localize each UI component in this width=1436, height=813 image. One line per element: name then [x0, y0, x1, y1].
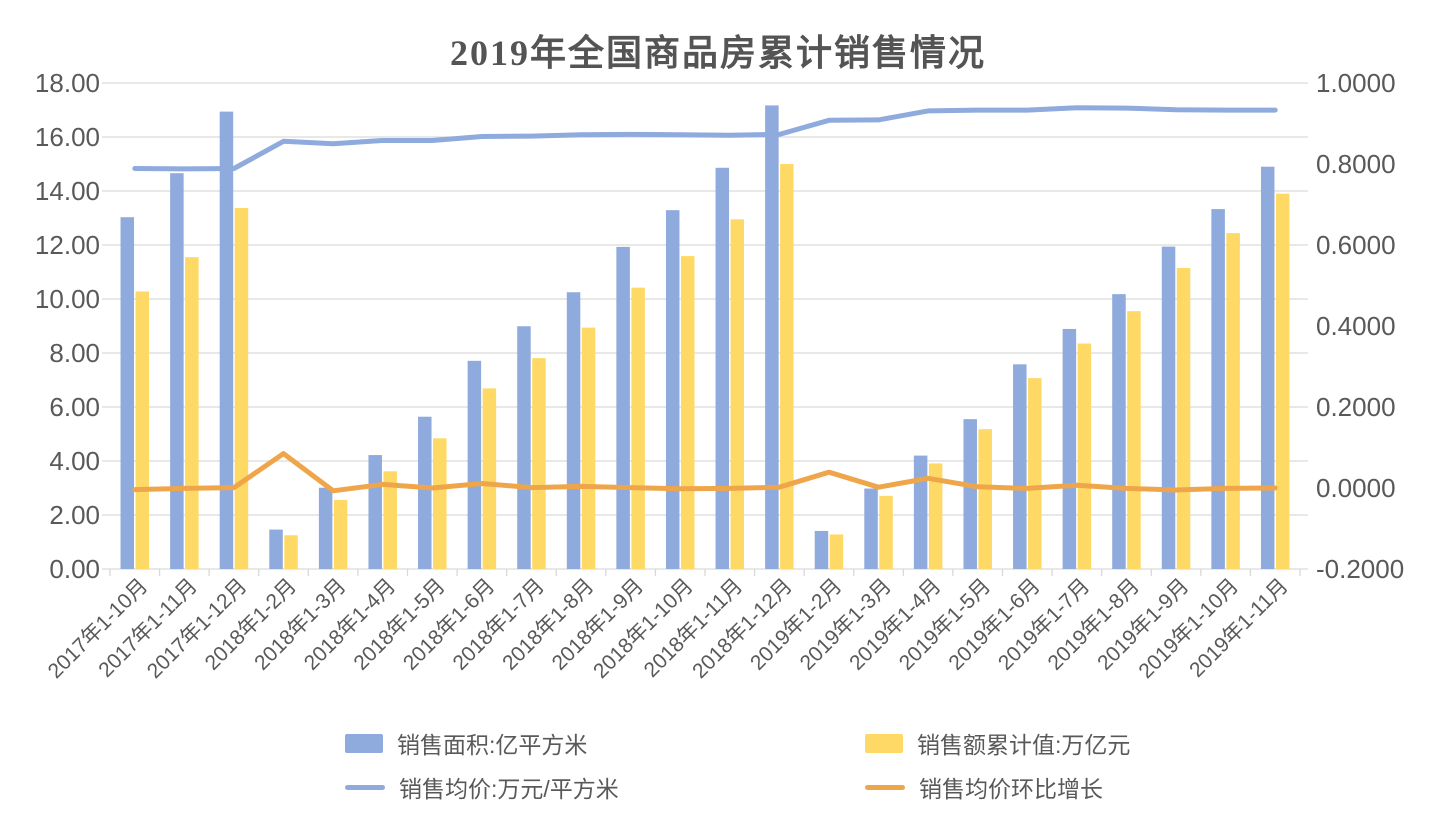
left-axis-tick-label: 12.00 — [35, 230, 100, 260]
legend-label: 销售面积:亿平方米 — [397, 732, 588, 758]
bar-sales-area — [318, 487, 333, 569]
bar-sales-value — [730, 219, 745, 569]
bar-sales-area — [120, 217, 135, 569]
bar-sales-value — [780, 164, 794, 569]
bar-sales-value — [978, 429, 992, 569]
bar-sales-value — [185, 257, 199, 569]
bar-sales-value — [631, 287, 645, 569]
right-axis-tick-label: -0.2000 — [1316, 554, 1404, 584]
bar-sales-area — [418, 416, 432, 569]
left-axis-tick-label: 4.00 — [49, 446, 100, 476]
bar-sales-value — [433, 438, 447, 569]
bar-sales-area — [170, 173, 184, 569]
left-axis-tick-label: 14.00 — [35, 176, 100, 206]
bar-sales-area — [765, 105, 779, 569]
bar-sales-area — [467, 360, 482, 569]
bar-sales-value — [1275, 193, 1290, 569]
legend-item-sales-area: 销售面积:亿平方米 — [345, 726, 865, 760]
legend-item-sales-value: 销售额累计值:万亿元 — [865, 726, 1130, 760]
right-axis-tick-label: 0.0000 — [1316, 473, 1396, 503]
bar-sales-area — [665, 210, 680, 570]
bar-sales-value — [581, 327, 596, 569]
bar-sales-area — [864, 488, 878, 569]
bar-sales-area — [715, 167, 730, 569]
bar-sales-area — [814, 530, 829, 569]
bar-sales-value — [333, 499, 348, 569]
right-axis-tick-label: 0.8000 — [1316, 149, 1396, 179]
bar-sales-value — [135, 291, 150, 569]
bar-sales-value — [1127, 311, 1141, 569]
left-axis-tick-label: 8.00 — [49, 338, 100, 368]
bar-sales-area — [1112, 294, 1126, 569]
legend-marker-yellow-bar — [865, 733, 903, 753]
bar-sales-value — [829, 534, 844, 569]
right-axis-tick-label: 0.6000 — [1316, 230, 1396, 260]
bar-sales-area — [616, 246, 630, 569]
bar-sales-value — [482, 388, 497, 569]
bar-sales-value — [1077, 343, 1092, 569]
legend-item-price-mom-growth: 销售均价环比增长 — [865, 770, 1130, 804]
bar-sales-value — [879, 495, 893, 569]
bar-sales-area — [1211, 209, 1225, 569]
right-axis-tick-label: 0.4000 — [1316, 311, 1396, 341]
bar-sales-value — [284, 535, 298, 569]
left-axis-tick-label: 6.00 — [49, 392, 100, 422]
bar-sales-value — [1226, 233, 1240, 569]
bar-sales-area — [963, 419, 977, 569]
legend: 销售面积:亿平方米 销售额累计值:万亿元 销售均价:万元/平方米 销售均价环比增… — [345, 726, 1130, 804]
legend-label: 销售均价环比增长 — [919, 776, 1103, 802]
bar-sales-value — [1028, 378, 1042, 569]
bar-sales-area — [566, 292, 581, 569]
bar-sales-area — [1062, 328, 1077, 569]
legend-item-avg-price: 销售均价:万元/平方米 — [345, 770, 865, 804]
line-price-mom-growth — [132, 451, 1278, 494]
bar-sales-value — [383, 471, 397, 569]
legend-marker-orange-line — [865, 784, 905, 790]
left-axis-tick-label: 18.00 — [35, 68, 100, 98]
left-axis-tick-label: 2.00 — [49, 500, 100, 530]
bar-sales-value — [680, 256, 695, 569]
chart-title: 2019年全国商品房累计销售情况 — [449, 33, 986, 73]
legend-marker-blue-line — [345, 784, 385, 790]
left-axis-tick-label: 0.00 — [49, 554, 100, 584]
bar-sales-area — [368, 455, 382, 569]
bar-sales-area — [517, 326, 531, 569]
right-axis-tick-label: 0.2000 — [1316, 392, 1396, 422]
bar-sales-area — [913, 455, 928, 569]
right-axis-tick-label: 1.0000 — [1316, 68, 1396, 98]
bar-sales-area — [1161, 246, 1176, 569]
line-avg-price — [132, 105, 1278, 172]
legend-label: 销售额累计值:万亿元 — [917, 732, 1131, 758]
bar-sales-area — [1013, 364, 1027, 569]
bar-sales-area — [269, 529, 283, 569]
bar-sales-area — [219, 111, 234, 570]
bar-sales-value — [234, 208, 249, 569]
bar-sales-value — [928, 463, 943, 569]
left-axis-tick-label: 16.00 — [35, 122, 100, 152]
bar-sales-value — [532, 358, 546, 569]
bar-sales-area — [1260, 166, 1275, 569]
bar-sales-value — [1176, 267, 1191, 569]
legend-label: 销售均价:万元/平方米 — [399, 776, 619, 802]
left-axis-tick-label: 10.00 — [35, 284, 100, 314]
legend-marker-blue-bar — [345, 733, 383, 753]
